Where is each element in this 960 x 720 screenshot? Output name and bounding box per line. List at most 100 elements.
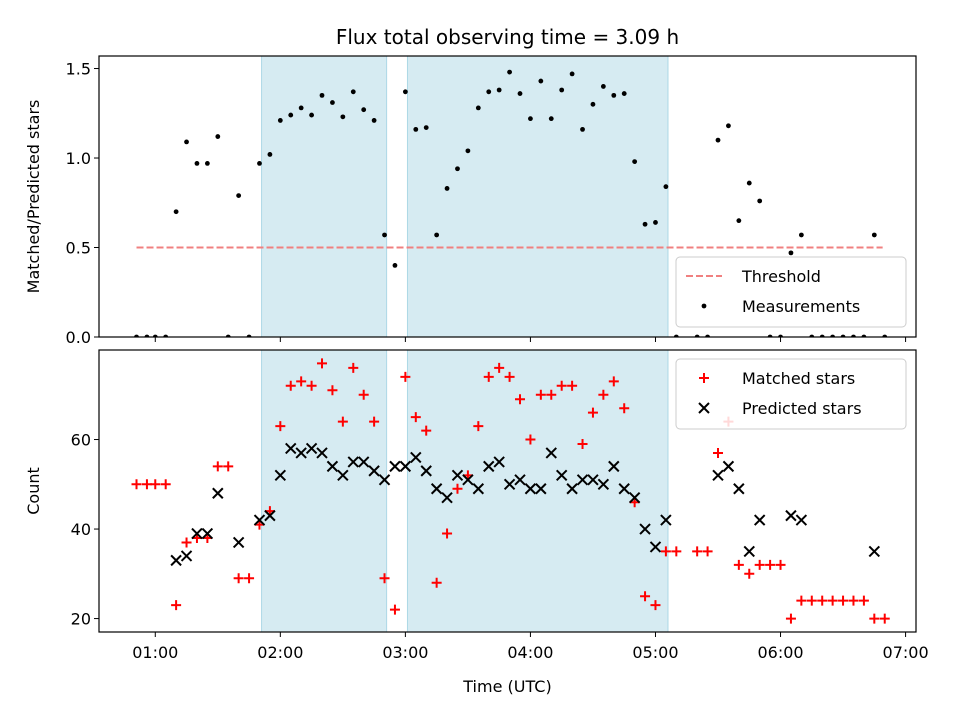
data-point <box>452 483 463 494</box>
data-point <box>171 600 182 611</box>
data-point <box>576 474 589 486</box>
data-point <box>379 573 390 584</box>
data-point <box>212 487 224 499</box>
data-point <box>421 425 432 436</box>
data-point <box>483 371 494 382</box>
data-point <box>736 218 742 224</box>
data-point <box>722 460 735 473</box>
data-point <box>399 460 412 473</box>
data-point <box>264 509 276 522</box>
data-point <box>660 514 672 526</box>
data-point <box>580 126 585 132</box>
x-tick-label: 05:00 <box>632 643 678 662</box>
y-tick-label: 1.5 <box>66 60 91 79</box>
data-point <box>628 492 641 504</box>
x-tick-label: 03:00 <box>382 643 428 662</box>
data-point <box>306 380 317 391</box>
data-point <box>817 595 828 606</box>
data-point <box>528 116 533 122</box>
y-tick-label: 0.0 <box>66 328 91 347</box>
data-point <box>392 263 398 268</box>
data-point <box>494 362 505 373</box>
data-point <box>267 152 273 157</box>
data-point <box>765 559 776 570</box>
observing-window-1 <box>261 55 388 338</box>
data-point <box>327 385 338 396</box>
data-point <box>434 232 440 238</box>
data-point <box>441 492 453 504</box>
data-point <box>556 380 567 391</box>
x-axis-label: Time (UTC) <box>462 677 551 696</box>
data-point <box>389 460 401 473</box>
y-tick-label: 1.0 <box>66 149 91 168</box>
data-point <box>201 527 214 540</box>
y-axis-label: Matched/Predicted stars <box>24 100 43 294</box>
data-point <box>653 220 658 225</box>
data-point <box>746 180 752 186</box>
legend-predicted-swatch <box>698 402 710 414</box>
chart-title: Flux total observing time = 3.09 h <box>336 25 679 49</box>
observing-window-2 <box>406 55 669 338</box>
data-point <box>621 91 627 96</box>
data-point <box>611 92 617 98</box>
data-point <box>191 527 203 540</box>
data-point <box>378 474 391 486</box>
y-axis-label: Count <box>24 467 43 515</box>
legend-box <box>675 358 907 430</box>
legend-label: Measurements <box>742 297 860 316</box>
data-point <box>785 613 796 624</box>
data-point <box>455 166 460 172</box>
data-point <box>600 84 606 89</box>
data-point <box>348 362 359 373</box>
data-point <box>389 604 400 615</box>
data-point <box>340 114 346 120</box>
data-point <box>430 483 443 495</box>
data-point <box>150 479 161 490</box>
data-point <box>713 447 724 458</box>
data-point <box>444 186 450 191</box>
data-point <box>650 600 661 611</box>
x-tick-label: 04:00 <box>507 643 553 662</box>
data-point <box>337 416 348 427</box>
data-point <box>253 514 266 526</box>
data-point <box>316 447 328 459</box>
data-point <box>744 568 755 579</box>
data-point <box>330 100 335 105</box>
data-point <box>180 550 193 562</box>
data-point <box>462 474 474 486</box>
data-point <box>632 159 638 164</box>
data-point <box>382 232 387 238</box>
data-point <box>649 541 662 553</box>
legend: Matched stars Predicted stars <box>675 358 907 430</box>
data-point <box>204 160 210 166</box>
axes-frame <box>98 55 917 338</box>
data-point <box>871 232 877 238</box>
data-point <box>173 209 179 215</box>
y-tick-label: 40 <box>71 520 91 539</box>
legend-measurements-swatch <box>701 303 707 309</box>
y-tick-label: 60 <box>71 431 91 450</box>
data-point <box>753 514 766 526</box>
data-point <box>587 407 598 418</box>
data-point <box>712 469 724 482</box>
data-point <box>524 483 537 495</box>
data-point <box>285 442 297 455</box>
x-tick-label: 02:00 <box>257 643 303 662</box>
top-panel: 0.0 0.5 1.0 1.5 Matched/Predicted stars Flux … <box>24 25 917 347</box>
legend-box <box>675 256 907 328</box>
data-point <box>608 460 620 473</box>
data-point <box>838 595 849 606</box>
data-point <box>848 595 859 606</box>
data-point <box>879 613 890 624</box>
legend-matched-swatch <box>699 373 709 383</box>
data-point <box>212 461 223 472</box>
data-point <box>567 380 578 391</box>
data-point <box>597 478 610 490</box>
data-point <box>548 116 554 122</box>
data-point <box>244 573 255 584</box>
data-point <box>194 160 200 166</box>
data-point <box>232 536 245 549</box>
data-point <box>587 474 599 486</box>
x-tick-label: 06:00 <box>757 643 803 662</box>
data-point <box>639 523 651 535</box>
